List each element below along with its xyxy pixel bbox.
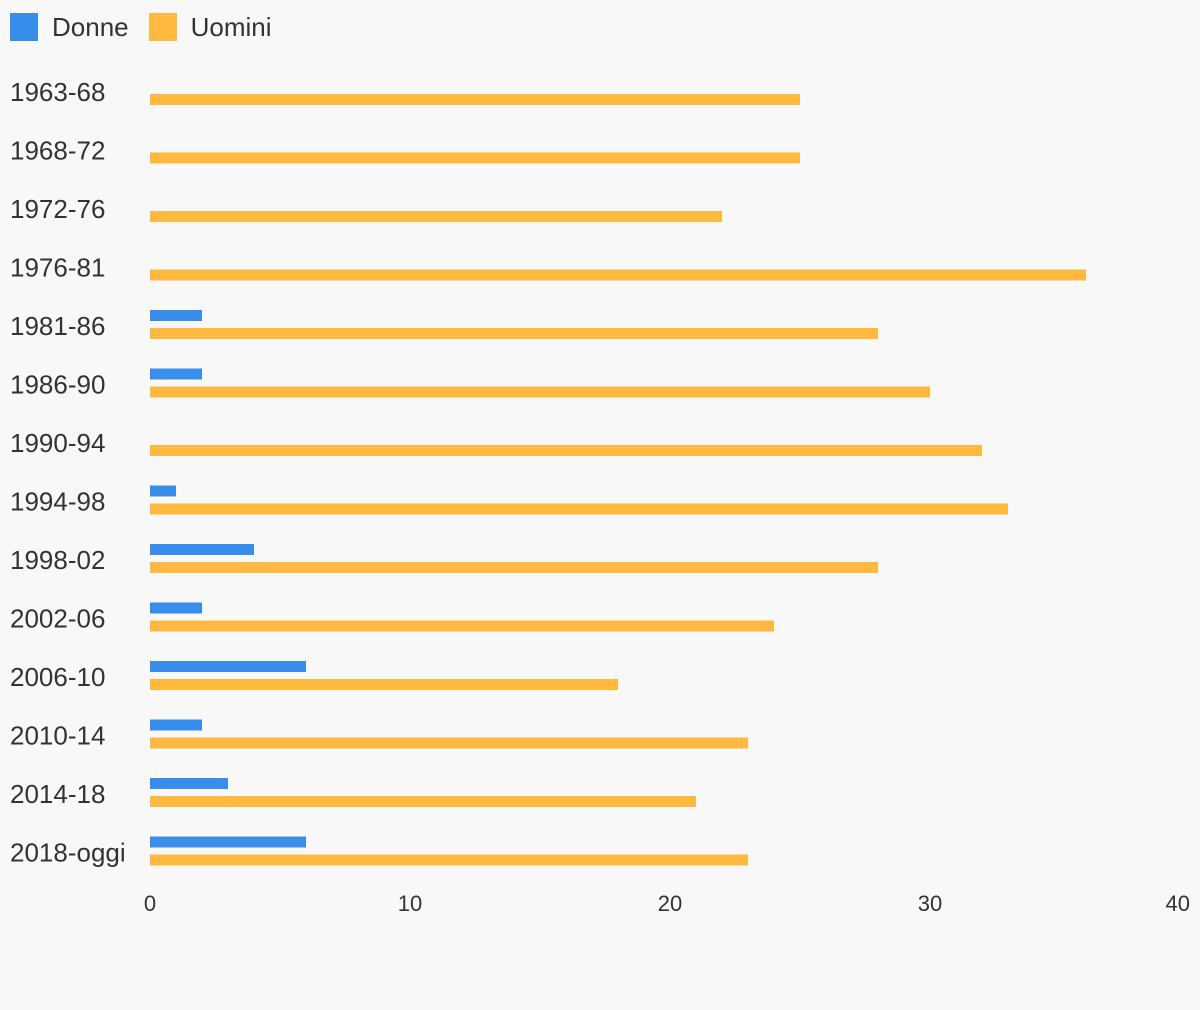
category-label: 2006-10 (10, 662, 105, 692)
category-label: 1968-72 (10, 136, 105, 166)
legend-swatch-uomini (148, 13, 177, 41)
bar-uomini-1998-02 (150, 562, 878, 573)
x-tick-label: 0 (144, 891, 156, 916)
bar-uomini-1986-90 (150, 386, 930, 398)
category-label: 1990-94 (10, 428, 105, 458)
bar-uomini-1963-68 (150, 94, 800, 105)
bar-uomini-1990-94 (150, 445, 982, 456)
bar-uomini-2010-14 (150, 737, 748, 749)
bar-donne-2014-18 (150, 778, 228, 789)
bar-donne-2006-10 (150, 661, 306, 672)
bar-uomini-1981-86 (150, 328, 878, 339)
category-label: 1976-81 (10, 253, 105, 283)
category-label: 2010-14 (10, 721, 105, 751)
x-tick-label: 40 (1166, 891, 1190, 916)
x-tick-label: 20 (658, 891, 682, 916)
bar-donne-1998-02 (150, 544, 254, 555)
legend-item-donne: Donne (10, 12, 129, 43)
category-label: 1986-90 (10, 370, 105, 400)
legend: Donne Uomini (10, 10, 292, 44)
legend-swatch-donne (10, 13, 38, 41)
bar-uomini-1994-98 (150, 503, 1008, 515)
category-label: 1972-76 (10, 194, 105, 224)
bar-donne-2010-14 (150, 719, 202, 731)
bar-donne-1994-98 (150, 485, 176, 497)
legend-item-uomini: Uomini (148, 11, 272, 43)
bar-donne-2018-oggi (150, 836, 306, 848)
bar-uomini-1972-76 (150, 211, 722, 222)
bar-uomini-1968-72 (150, 152, 800, 164)
bar-uomini-2014-18 (150, 796, 696, 807)
category-label: 1994-98 (10, 487, 105, 517)
bar-uomini-2006-10 (150, 679, 618, 690)
bar-uomini-1976-81 (150, 269, 1086, 281)
bar-donne-1981-86 (150, 310, 202, 321)
category-label: 2014-18 (10, 779, 105, 809)
bar-donne-2002-06 (150, 602, 202, 614)
x-tick-label: 10 (398, 891, 422, 916)
category-label: 2002-06 (10, 604, 105, 634)
category-label: 1998-02 (10, 545, 105, 575)
legend-label-donne: Donne (52, 11, 129, 42)
bar-uomini-2018-oggi (150, 854, 748, 866)
category-label: 1963-68 (10, 77, 105, 107)
category-label: 1981-86 (10, 311, 105, 341)
category-label: 2018-oggi (10, 838, 126, 868)
legend-label-uomini: Uomini (190, 11, 272, 42)
bar-uomini-2002-06 (150, 620, 774, 632)
bar-donne-1986-90 (150, 368, 202, 380)
x-tick-label: 30 (918, 891, 942, 916)
